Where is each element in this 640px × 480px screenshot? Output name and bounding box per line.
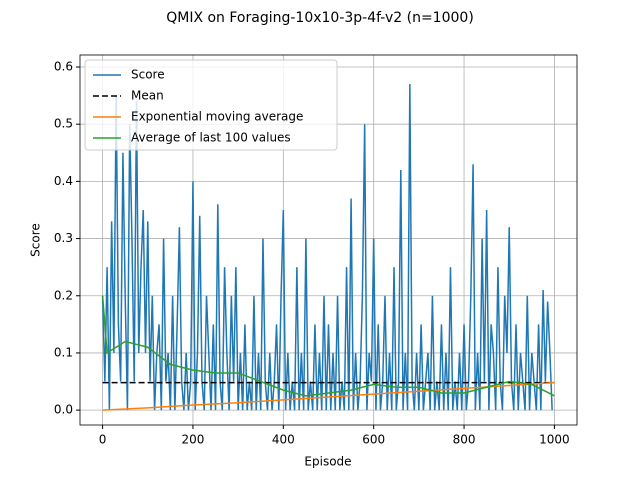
x-tick-label: 0 (99, 433, 107, 447)
x-tick-label: 1000 (539, 433, 570, 447)
x-tick-label: 200 (182, 433, 205, 447)
y-axis-label: Score (29, 223, 43, 257)
x-tick-label: 400 (272, 433, 295, 447)
legend-label: Average of last 100 values (131, 131, 291, 145)
series-line (101, 84, 553, 411)
legend-label: Exponential moving average (131, 110, 303, 124)
y-tick-label: 0.5 (54, 117, 73, 131)
y-tick-label: 0.0 (54, 403, 73, 417)
series-line (102, 381, 555, 411)
chart-title: QMIX on Foraging-10x10-3p-4f-v2 (n=1000) (166, 10, 474, 26)
x-axis-label: Episode (304, 455, 351, 469)
y-tick-label: 0.1 (54, 345, 73, 359)
legend-box (84, 59, 338, 151)
series-line (101, 295, 555, 397)
y-tick-label: 0.6 (54, 60, 73, 74)
x-tick-label: 600 (362, 433, 385, 447)
y-tick-label: 0.4 (54, 174, 73, 188)
x-tick-label: 800 (453, 433, 476, 447)
y-tick-label: 0.3 (54, 231, 73, 245)
legend-label: Score (131, 68, 165, 82)
y-tick-label: 0.2 (54, 288, 73, 302)
legend-label: Mean (131, 89, 164, 103)
plot-frame (79, 54, 578, 426)
